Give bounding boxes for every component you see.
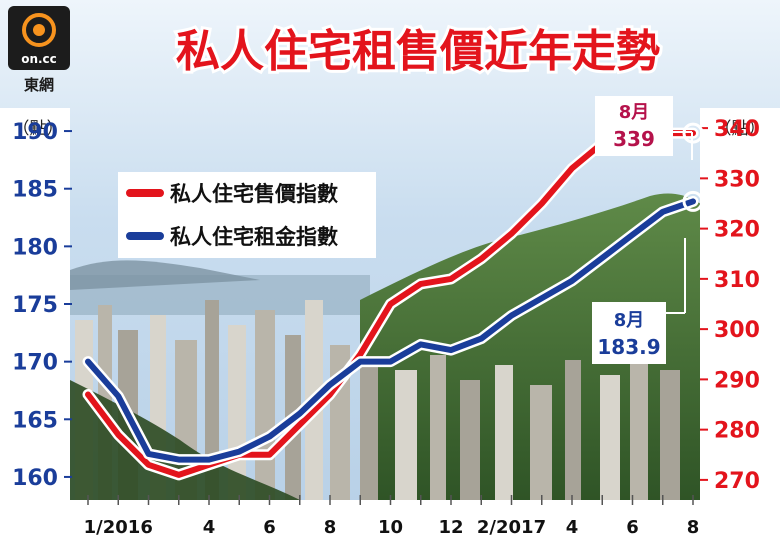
logo-box bbox=[8, 6, 70, 70]
left-axis-unit: （點） bbox=[13, 119, 64, 139]
logo-core-icon bbox=[33, 24, 45, 36]
x-tick-label: 2/2017 bbox=[477, 517, 546, 538]
city-building bbox=[495, 365, 513, 500]
x-tick-label: 6 bbox=[626, 517, 639, 538]
city-building bbox=[430, 355, 446, 500]
city-building bbox=[255, 310, 275, 500]
series-layer bbox=[82, 122, 704, 481]
annotation-sale-value: 339 bbox=[613, 127, 655, 151]
left-tick-label: 180 bbox=[12, 235, 58, 260]
bottom-axis-panel bbox=[0, 500, 780, 550]
right-axis-unit: （點） bbox=[715, 119, 766, 139]
city-building bbox=[460, 380, 480, 500]
left-tick-label: 170 bbox=[12, 351, 58, 376]
annotation-rent-month: 8月 bbox=[614, 310, 645, 331]
x-tick-label: 8 bbox=[324, 517, 337, 538]
city-building bbox=[360, 360, 378, 500]
city-building bbox=[660, 370, 680, 500]
right-tick-label: 280 bbox=[714, 419, 760, 444]
x-tick-label: 12 bbox=[438, 517, 463, 538]
right-tick-label: 270 bbox=[714, 469, 760, 494]
x-tick-label: 6 bbox=[263, 517, 276, 538]
series-end-marker-1 bbox=[682, 190, 704, 212]
x-axis-ticks: 1/2016 4 6 8 10 12 2/2017 4 6 8 bbox=[84, 495, 700, 538]
chart-title: 私人住宅租售價近年走勢 bbox=[176, 26, 660, 77]
annotation-rent-value: 183.9 bbox=[597, 335, 660, 359]
city-building bbox=[530, 385, 552, 500]
right-tick-label: 340 bbox=[714, 117, 760, 142]
x-tick-label: 4 bbox=[203, 517, 216, 538]
x-tick-label: 1/2016 bbox=[84, 517, 153, 538]
right-tick-label: 290 bbox=[714, 368, 760, 393]
logo-ring-icon bbox=[22, 13, 56, 47]
logo-text: on.cc bbox=[21, 52, 57, 66]
left-tick-label: 190 bbox=[12, 120, 58, 145]
city-building bbox=[205, 300, 219, 500]
city-building bbox=[565, 360, 581, 500]
annotation-sale-box bbox=[595, 96, 673, 156]
left-tick-label: 160 bbox=[12, 466, 58, 491]
left-axis-panel bbox=[0, 108, 70, 500]
legend-label-sale: 私人住宅售價指數 bbox=[170, 182, 338, 206]
legend-label-rent: 私人住宅租金指數 bbox=[170, 225, 338, 249]
left-tick-label: 175 bbox=[12, 293, 58, 318]
brand-logo: on.cc 東網 bbox=[8, 6, 70, 94]
annotation-rent-box bbox=[592, 302, 666, 364]
right-tick-label: 330 bbox=[714, 167, 760, 192]
right-axis-ticks: 270 280 290 300 310 320 330 340 bbox=[700, 117, 760, 494]
series-line-0 bbox=[85, 130, 696, 478]
right-axis-panel bbox=[700, 108, 780, 500]
x-tick-label: 4 bbox=[566, 517, 579, 538]
legend: 私人住宅售價指數 私人住宅租金指數 bbox=[118, 172, 376, 258]
city-building bbox=[630, 350, 648, 500]
left-tick-label: 165 bbox=[12, 408, 58, 433]
right-tick-label: 320 bbox=[714, 218, 760, 243]
city-building bbox=[600, 375, 620, 500]
annotation-rent: 8月 183.9 bbox=[592, 238, 686, 364]
right-tick-label: 300 bbox=[714, 318, 760, 343]
left-axis-ticks: 160 165 170 175 180 185 190 bbox=[12, 120, 72, 491]
series-line-1 bbox=[85, 198, 696, 463]
far-hill bbox=[70, 260, 260, 290]
legend-box bbox=[118, 172, 376, 258]
brand-name: 東網 bbox=[24, 76, 54, 94]
annotation-sale: 8月 339 bbox=[595, 96, 693, 160]
x-tick-label: 8 bbox=[687, 517, 700, 538]
x-tick-label: 10 bbox=[378, 517, 403, 538]
right-tick-label: 310 bbox=[714, 268, 760, 293]
annotation-sale-month: 8月 bbox=[619, 102, 650, 123]
left-tick-label: 185 bbox=[12, 178, 58, 203]
city-building bbox=[395, 370, 417, 500]
